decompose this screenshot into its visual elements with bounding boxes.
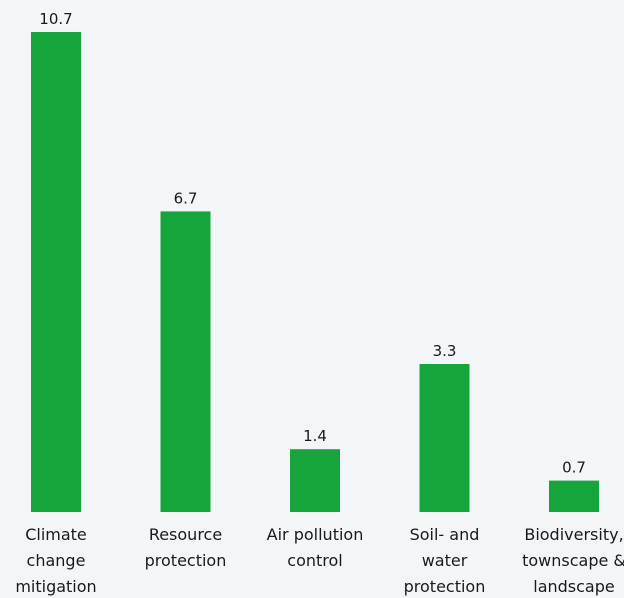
category-label-3-line-1: water [422, 551, 468, 570]
category-label-4-line-1: townscape & [522, 551, 624, 570]
category-label-2-line-0: Air pollution [267, 525, 364, 544]
bars-group [31, 32, 599, 512]
category-label-3: Soil- and water protection [404, 525, 486, 596]
category-label-1-line-1: protection [145, 551, 227, 570]
bar-4 [549, 480, 599, 512]
category-label-3-line-0: Soil- and [410, 525, 480, 544]
value-label-3: 3.3 [433, 342, 457, 360]
value-label-4: 0.7 [562, 459, 586, 477]
category-label-4: Biodiversity, townscape & landscape [522, 525, 624, 596]
category-label-0-line-0: Climate [25, 525, 87, 544]
category-label-1-line-0: Resource [149, 525, 222, 544]
category-label-0-line-2: mitigation [15, 577, 96, 596]
category-label-0-line-1: change [27, 551, 86, 570]
value-labels-group: 10.7 6.7 1.4 3.3 0.7 [39, 10, 586, 477]
value-label-2: 1.4 [303, 427, 327, 445]
bar-2 [290, 449, 340, 512]
category-label-1: Resource protection [145, 525, 227, 570]
category-label-2-line-1: control [287, 551, 342, 570]
category-label-3-line-2: protection [404, 577, 486, 596]
value-label-1: 6.7 [174, 189, 198, 207]
category-label-0: Climate change mitigation [15, 525, 96, 596]
category-label-4-line-2: landscape [533, 577, 614, 596]
bar-0 [31, 32, 81, 512]
category-labels-group: Climate change mitigation Resource protectio… [15, 525, 624, 596]
category-label-2: Air pollution control [267, 525, 364, 570]
value-label-0: 10.7 [39, 10, 72, 28]
category-label-4-line-0: Biodiversity, [524, 525, 623, 544]
bar-3 [419, 364, 470, 512]
bar-1 [160, 211, 211, 512]
